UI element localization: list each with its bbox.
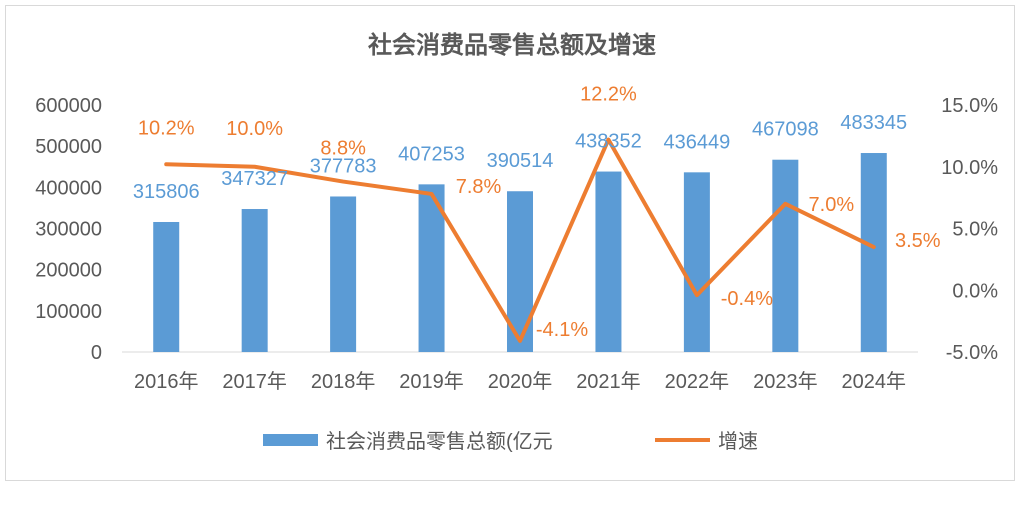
legend-swatch-bar	[263, 434, 318, 446]
x-tick: 2021年	[576, 370, 641, 393]
line-data-label: 7.0%	[809, 194, 855, 216]
bar	[153, 221, 180, 352]
bar	[330, 196, 357, 352]
bar	[772, 159, 799, 352]
line-data-label: 10.0%	[226, 118, 283, 140]
legend-label-bar: 社会消费品零售总额(亿元	[326, 430, 553, 453]
bar-data-label: 315806	[133, 181, 200, 203]
x-tick: 2023年	[753, 370, 818, 393]
bar-data-label: 436449	[664, 131, 731, 153]
bar	[860, 153, 887, 352]
x-tick: 2019年	[399, 370, 464, 393]
y-left-tick: 200000	[35, 260, 102, 282]
y-left-tick: 0	[91, 342, 102, 364]
y-left-tick: 100000	[35, 301, 102, 323]
line-data-label: 10.2%	[138, 117, 195, 139]
line-data-label: 7.8%	[456, 176, 502, 198]
bar-data-label: 377783	[310, 155, 377, 177]
bar-data-label: 407253	[398, 143, 465, 165]
x-tick: 2017年	[222, 370, 287, 393]
x-tick: 2024年	[842, 370, 907, 393]
line-data-label: 8.8%	[320, 138, 366, 160]
x-tick: 2016年	[134, 370, 199, 393]
y-left-tick: 500000	[35, 136, 102, 158]
bar-data-label: 438352	[575, 131, 642, 153]
y-left-tick: 600000	[35, 95, 102, 117]
bar-data-label: 347327	[221, 168, 288, 190]
line-data-label: -4.1%	[536, 319, 588, 341]
x-tick: 2020年	[488, 370, 553, 393]
y-right-tick: -5.0%	[946, 342, 998, 364]
y-left-tick: 300000	[35, 219, 102, 241]
bar	[418, 184, 445, 352]
y-right-tick: 10.0%	[941, 157, 998, 179]
bar	[595, 171, 622, 352]
line-data-label: 12.2%	[580, 84, 637, 106]
bar	[683, 172, 710, 352]
bar-data-label: 483345	[840, 112, 907, 134]
y-right-tick: 0.0%	[952, 280, 998, 302]
chart-title: 社会消费品零售总额及增速	[368, 31, 656, 59]
chart-frame	[5, 5, 1015, 481]
y-right-tick: 15.0%	[941, 95, 998, 117]
x-tick: 2018年	[311, 370, 376, 393]
growth-line	[164, 137, 876, 343]
bar-data-label: 390514	[487, 150, 554, 172]
line-data-label: 3.5%	[895, 230, 941, 252]
line-data-label: -0.4%	[721, 288, 773, 310]
bar-data-label: 467098	[752, 119, 819, 141]
y-right-tick: 5.0%	[952, 219, 998, 241]
x-tick: 2022年	[665, 370, 730, 393]
y-left-tick: 400000	[35, 177, 102, 199]
legend-label-line: 增速	[718, 430, 758, 453]
bar	[241, 209, 268, 352]
